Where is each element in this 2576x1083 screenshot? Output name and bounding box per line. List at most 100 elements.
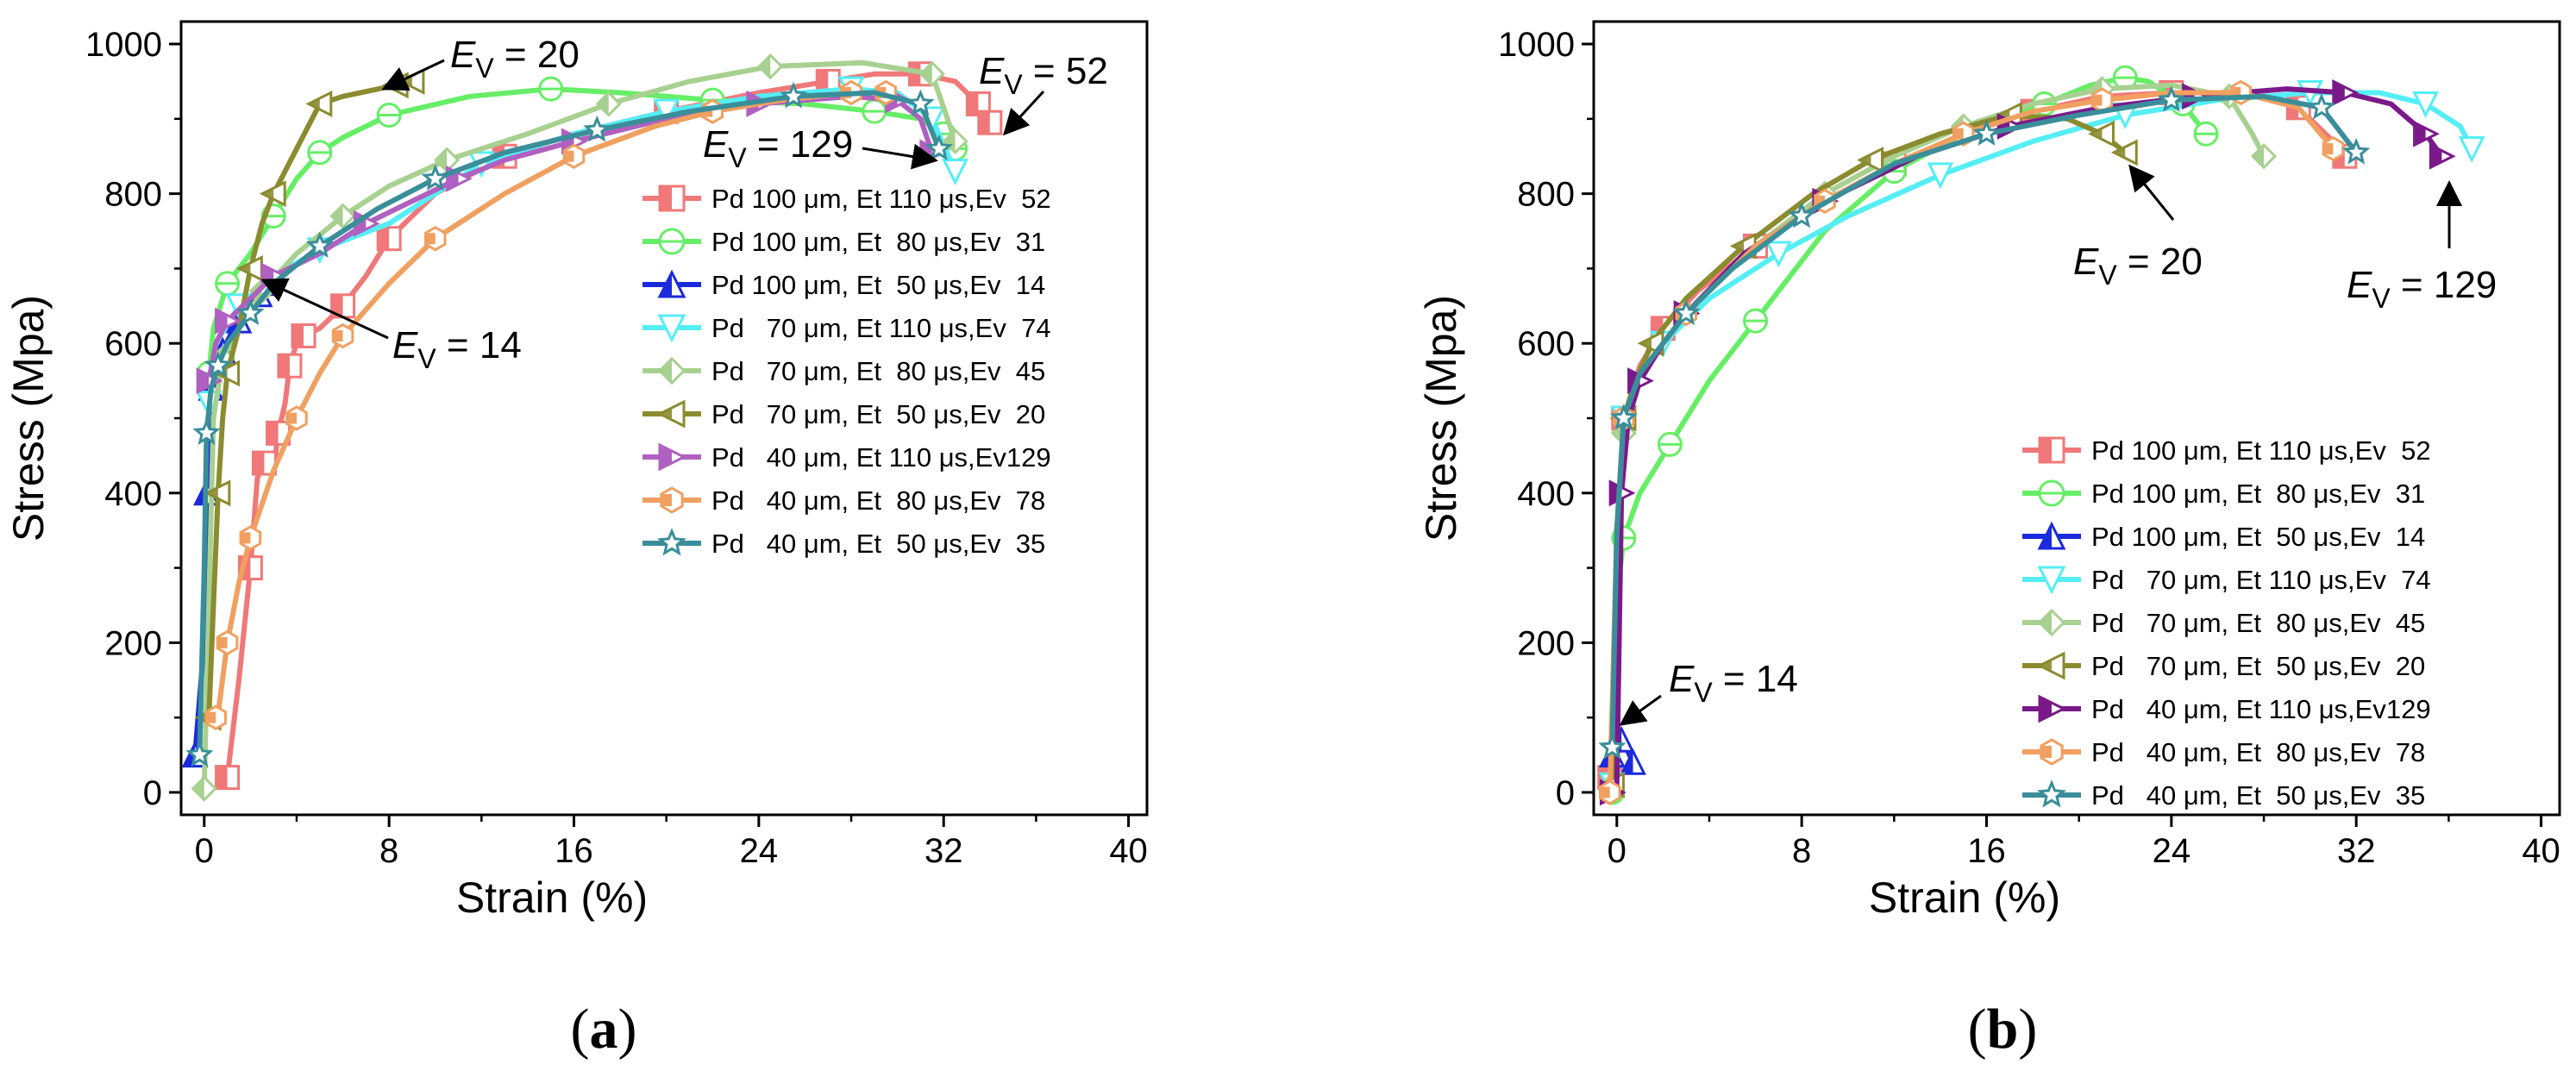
- data-point: [191, 775, 217, 802]
- legend-marker: [2037, 521, 2066, 550]
- data-point: [779, 81, 808, 109]
- y-tick-label: 600: [104, 325, 162, 363]
- series-9: [1598, 85, 2371, 760]
- annotation: EV = 129: [2347, 180, 2497, 314]
- legend-label: Pd 40 μm, Et 50 μs,Ev 35: [2091, 780, 2425, 811]
- y-tick-label: 1000: [1498, 26, 1575, 64]
- legend-label: Pd 100 μm, Et 80 μs,Ev 31: [711, 227, 1045, 257]
- legend-label: Pd 100 μm, Et 50 μs,Ev 14: [711, 270, 1045, 300]
- x-tick-label: 40: [1109, 832, 1148, 870]
- legend-marker: [657, 269, 686, 298]
- legend-marker: [658, 228, 686, 255]
- legend-marker: [2038, 479, 2065, 507]
- y-tick-label: 800: [104, 176, 162, 214]
- legend-label: Pd 70 μm, Et 50 μs,Ev 20: [711, 399, 1045, 429]
- series-line: [213, 90, 889, 721]
- data-point: [215, 307, 241, 335]
- legend-label: Pd 70 μm, Et 80 μs,Ev 45: [711, 356, 1045, 386]
- annotation-arrow: [862, 143, 938, 170]
- data-point: [204, 351, 232, 378]
- legend-entry: Pd 40 μm, Et 50 μs,Ev 35: [2022, 779, 2425, 811]
- data-point: [2110, 139, 2138, 166]
- annotation-arrow: [381, 59, 445, 91]
- legend-marker: [2038, 436, 2065, 464]
- data-point: [2322, 135, 2345, 162]
- data-point: [236, 298, 265, 326]
- data-point: [595, 91, 622, 117]
- legend-label: Pd 100 μm, Et 110 μs,Ev 52: [2091, 435, 2431, 466]
- data-point: [277, 353, 303, 379]
- legend-label: Pd 100 μm, Et 50 μs,Ev 14: [2091, 522, 2425, 552]
- legend-entry: Pd 70 μm, Et 80 μs,Ev 45: [2022, 608, 2425, 638]
- data-point: [1788, 201, 1816, 228]
- legend-label: Pd 70 μm, Et 50 μs,Ev 20: [2091, 651, 2425, 681]
- legend-marker: [658, 185, 686, 212]
- y-tick-label: 800: [1517, 176, 1575, 214]
- legend-marker: [658, 442, 687, 472]
- data-point: [204, 479, 231, 507]
- annotation: EV = 20: [2073, 164, 2203, 291]
- annotation-arrow: [1002, 90, 1045, 136]
- data-point: [285, 405, 308, 431]
- data-point: [942, 159, 969, 185]
- annotation-label: EV = 20: [2073, 241, 2203, 291]
- data-point: [1598, 732, 1626, 760]
- y-tick-label: 400: [104, 475, 162, 513]
- data-point: [862, 98, 887, 124]
- legend: Pd 100 μm, Et 110 μs,Ev 52 Pd 100 μm, Et …: [2022, 435, 2431, 811]
- data-point: [2412, 91, 2440, 118]
- legend-label: Pd 40 μm, Et 80 μs,Ev 78: [711, 485, 1045, 516]
- legend-marker: [656, 399, 686, 429]
- data-point: [331, 322, 354, 349]
- x-axis-title: Strain (%): [1869, 873, 2060, 922]
- data-point: [2342, 137, 2371, 165]
- data-point: [2229, 79, 2252, 106]
- data-point: [653, 98, 680, 126]
- series-8: [204, 79, 897, 730]
- series-2: [1599, 65, 2219, 805]
- data-point: [423, 225, 447, 252]
- legend-marker: [2036, 779, 2067, 808]
- legend-label: Pd 40 μm, Et 110 μs,Ev129: [711, 442, 1051, 473]
- legend-entry: Pd 100 μm, Et 110 μs,Ev 52: [2022, 435, 2431, 466]
- legend-label: Pd 40 μm, Et 110 μs,Ev129: [2091, 694, 2431, 724]
- legend-entry: Pd 100 μm, Et 80 μs,Ev 31: [642, 227, 1045, 257]
- x-tick-label: 8: [379, 832, 398, 870]
- annotation-label: EV = 52: [979, 50, 1108, 100]
- data-point: [2458, 136, 2485, 163]
- legend: Pd 100 μm, Et 110 μs,Ev 52 Pd 100 μm, Et …: [642, 184, 1051, 559]
- data-point: [1927, 162, 1954, 190]
- legend-entry: Pd 40 μm, Et 50 μs,Ev 35: [642, 528, 1045, 559]
- annotation: EV = 52: [979, 50, 1108, 136]
- legend-entry: Pd 100 μm, Et 50 μs,Ev 14: [2022, 521, 2425, 552]
- annotation-label: EV = 14: [1669, 658, 1798, 708]
- y-tick-label: 0: [1556, 774, 1575, 812]
- data-point: [1657, 431, 1683, 457]
- annotation-label: EV = 20: [450, 34, 580, 84]
- legend-entry: Pd 70 μm, Et 80 μs,Ev 45: [642, 356, 1045, 386]
- data-point: [216, 629, 239, 656]
- data-point: [185, 740, 214, 767]
- x-tick-label: 32: [2337, 832, 2376, 870]
- legend-entry: Pd 100 μm, Et 110 μs,Ev 52: [642, 184, 1051, 214]
- legend-label: Pd 70 μm, Et 110 μs,Ev 74: [2091, 565, 2431, 595]
- data-point: [757, 53, 784, 80]
- data-point: [1620, 748, 1646, 775]
- legend-entry: Pd 40 μm, Et 80 μs,Ev 78: [2022, 737, 2425, 767]
- y-tick-label: 200: [1517, 624, 1575, 662]
- data-point: [376, 102, 402, 128]
- annotation-label: EV = 129: [703, 123, 853, 173]
- x-tick-label: 0: [195, 832, 214, 870]
- series-line: [197, 90, 942, 758]
- y-tick-label: 400: [1517, 475, 1575, 513]
- legend-label: Pd 100 μm, Et 80 μs,Ev 31: [2091, 479, 2425, 509]
- data-point: [2250, 143, 2278, 170]
- annotation: EV = 14: [1619, 658, 1798, 726]
- x-tick-label: 8: [1792, 832, 1811, 870]
- x-tick-label: 40: [2522, 832, 2560, 870]
- data-point: [2429, 142, 2456, 170]
- data-point: [1609, 404, 1638, 430]
- data-point: [2332, 79, 2360, 106]
